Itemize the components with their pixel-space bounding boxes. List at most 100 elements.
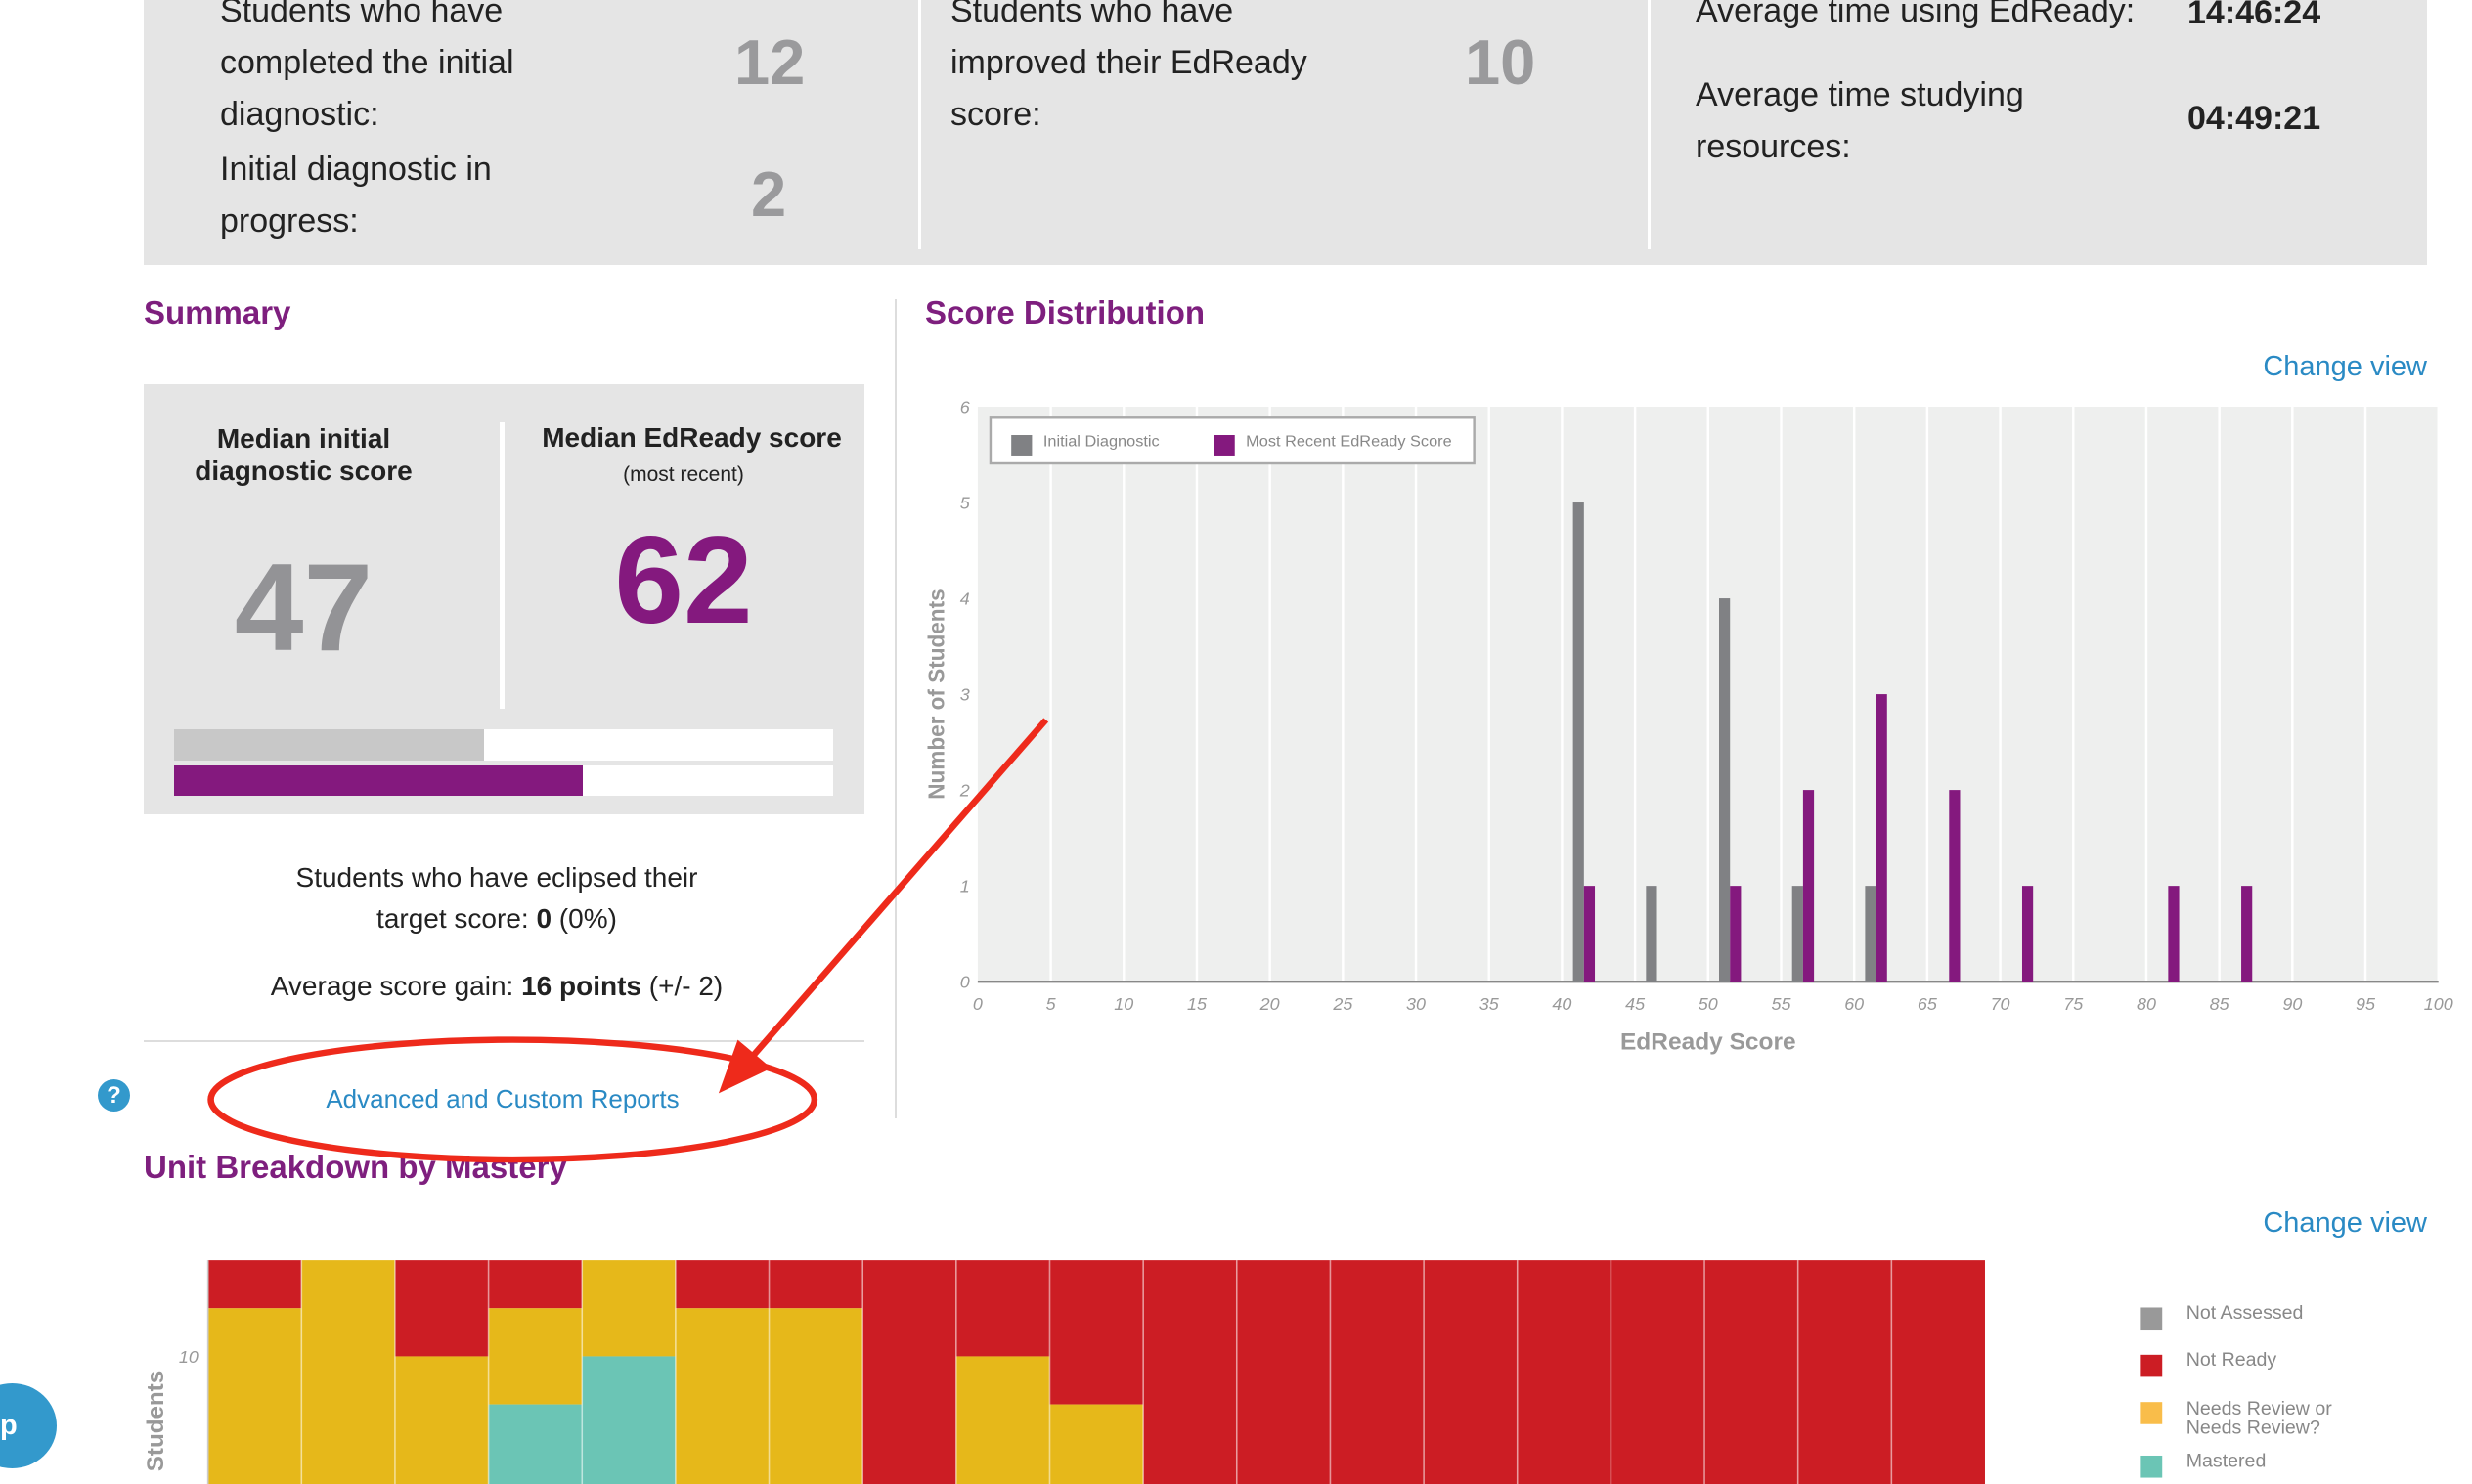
y-tick-label: 5 [960, 494, 970, 513]
gain-label: Average score gain: [270, 971, 522, 1001]
legend-swatch [1214, 435, 1235, 456]
mastery-segment-needs-review [301, 1260, 395, 1484]
stats-divider [918, 0, 921, 249]
avg-time-value: 14:46:24 [2187, 0, 2321, 31]
improved-label: Students who have improved their EdReady… [950, 0, 1307, 133]
legend-label: Needs Review or [2186, 1398, 2333, 1419]
legend-label: Initial Diagnostic [1043, 432, 1160, 450]
x-tick-label: 85 [2210, 994, 2229, 1014]
mastery-segment-not-ready [394, 1260, 489, 1357]
x-tick-label: 75 [2063, 994, 2083, 1014]
summary-box-divider [500, 422, 505, 709]
x-tick-label: 5 [1046, 994, 1056, 1014]
x-tick-label: 0 [973, 994, 983, 1014]
unit-change-view-link[interactable]: Change view [2263, 1207, 2427, 1239]
y-tick-label: 1 [960, 877, 970, 896]
improved-value: 10 [1465, 26, 1536, 98]
y-tick-label: 3 [960, 685, 970, 705]
mastery-segment-not-ready [1797, 1260, 1892, 1484]
in-progress-value: 2 [751, 158, 787, 230]
bar-initial [1791, 886, 1803, 982]
advanced-reports-link[interactable]: Advanced and Custom Reports [326, 1084, 680, 1113]
chat-button-label: p [0, 1410, 18, 1441]
legend-label: Mastered [2186, 1450, 2267, 1471]
recent-score-bar [174, 765, 833, 796]
mastery-segment-not-ready [955, 1260, 1050, 1357]
legend-label: Not Assessed [2186, 1302, 2304, 1324]
completed-value: 12 [734, 26, 806, 98]
mastery-segment-not-ready [488, 1260, 583, 1309]
x-tick-label: 65 [1918, 994, 1937, 1014]
score-distribution-chart: 0 5 10 15 20 25 30 35 40 45 50 55 60 65 70 75 80 85 90 95 10… [923, 398, 2453, 1056]
mastery-segment-not-ready [1424, 1260, 1518, 1484]
in-progress-label: Initial diagnostic in progress: [220, 151, 492, 240]
bar-recent [1583, 886, 1596, 982]
gain-range: (+/- 2) [641, 971, 724, 1001]
unit-breakdown-title: Unit Breakdown by Mastery [144, 1149, 567, 1185]
y-tick-label: 4 [960, 589, 970, 609]
mastery-segment-not-ready [675, 1260, 770, 1309]
help-icon[interactable]: ? [98, 1079, 130, 1112]
eclipsed-pct: (0%) [552, 903, 617, 934]
unit-breakdown-chart: 10 Students Not Assessed Not Ready Needs Rev… [143, 1260, 2333, 1484]
x-tick-label: 50 [1699, 994, 1718, 1014]
bar-initial [1572, 502, 1584, 982]
x-tick-label: 20 [1259, 994, 1280, 1014]
legend-swatch [1011, 435, 1033, 456]
bar-initial [1865, 886, 1876, 982]
gain-value: 16 points [521, 971, 641, 1001]
legend-swatch [2140, 1307, 2163, 1331]
bar-recent [1730, 886, 1742, 982]
x-tick-label: 100 [2424, 994, 2453, 1014]
mastery-segment-not-ready [1330, 1260, 1425, 1484]
stats-divider [1648, 0, 1651, 249]
bar-initial [1719, 598, 1731, 982]
mastery-segment-not-ready [862, 1260, 956, 1484]
mastery-segment-needs-review [1049, 1404, 1144, 1484]
eclipsed-text: Students who have eclipsed their target … [144, 857, 850, 939]
mastery-segment-needs-review [675, 1308, 770, 1484]
y-tick-label: 10 [179, 1347, 199, 1367]
mastery-segment-not-ready [1143, 1260, 1237, 1484]
avg-gain: Average score gain: 16 points (+/- 2) [144, 971, 850, 1002]
x-tick-label: 55 [1772, 994, 1791, 1014]
x-tick-label: 30 [1406, 994, 1426, 1014]
y-axis-label: Students [143, 1371, 169, 1471]
x-tick-label: 15 [1187, 994, 1207, 1014]
legend-label: Needs Review? [2186, 1418, 2320, 1439]
eclipsed-line-1: Students who have eclipsed their [295, 862, 698, 893]
avg-study-label: Average time studying resources: [1696, 76, 2024, 165]
x-tick-label: 45 [1625, 994, 1645, 1014]
legend-label: Most Recent EdReady Score [1246, 432, 1452, 450]
mastery-segment-not-ready [1611, 1260, 1705, 1484]
mastery-segment-needs-review [769, 1308, 863, 1484]
x-tick-label: 70 [1991, 994, 2010, 1014]
median-recent-sub: (most recent) [623, 463, 744, 486]
bar-initial [1646, 886, 1657, 982]
median-initial-label: Median initial diagnostic score [195, 423, 413, 486]
summary-hr [144, 1040, 864, 1042]
eclipsed-line-2: target score: [376, 903, 537, 934]
x-tick-label: 40 [1552, 994, 1571, 1014]
mastery-segment-needs-review [488, 1308, 583, 1405]
mastery-segment-not-ready [1704, 1260, 1798, 1484]
avg-study-value: 04:49:21 [2187, 100, 2321, 137]
bar-recent [1876, 694, 1887, 982]
x-tick-label: 60 [1844, 994, 1864, 1014]
chat-button[interactable]: p [0, 1383, 57, 1468]
score-change-view-link[interactable]: Change view [2263, 351, 2427, 382]
legend-swatch [2140, 1402, 2163, 1424]
mastery-segment-needs-review [582, 1260, 676, 1357]
mastery-segment-not-ready [769, 1260, 863, 1309]
x-tick-label: 10 [1114, 994, 1133, 1014]
eclipsed-value: 0 [536, 903, 552, 934]
mastery-segment-not-ready [1236, 1260, 1331, 1484]
x-axis-label: EdReady Score [1620, 1029, 1796, 1056]
mastery-segment-needs-review [955, 1356, 1050, 1484]
recent-score-bar-fill [174, 765, 583, 796]
legend-label: Not Ready [2186, 1349, 2277, 1371]
avg-time-label: Average time using EdReady: [1696, 0, 2136, 29]
mastery-segment-not-ready [1891, 1260, 1985, 1484]
completed-label: Students who have completed the initial … [220, 0, 514, 133]
bar-recent [1949, 790, 1961, 982]
